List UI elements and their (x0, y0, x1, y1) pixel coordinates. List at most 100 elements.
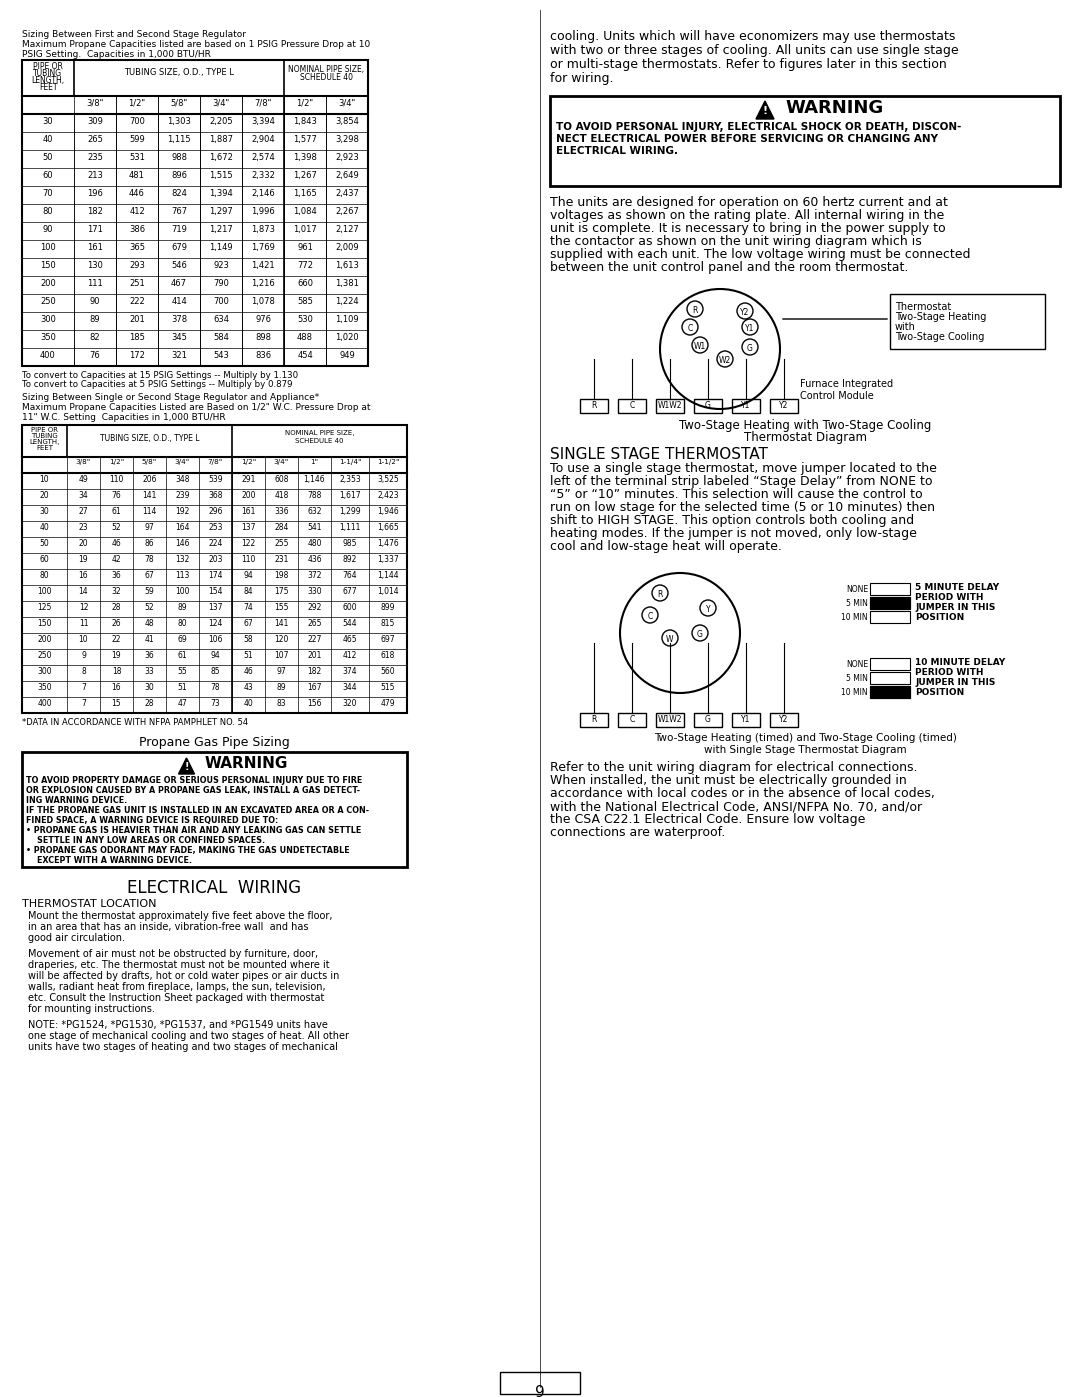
Text: 222: 222 (130, 298, 145, 306)
Text: 632: 632 (307, 507, 322, 515)
Text: G: G (705, 715, 711, 724)
Text: 89: 89 (90, 314, 100, 324)
Text: Two-Stage Heating: Two-Stage Heating (895, 312, 986, 321)
Text: Two-Stage Cooling: Two-Stage Cooling (895, 332, 984, 342)
Text: 3/8": 3/8" (76, 460, 91, 465)
Text: 23: 23 (79, 522, 89, 532)
Text: C: C (647, 612, 652, 622)
Text: Refer to the unit wiring diagram for electrical connections.: Refer to the unit wiring diagram for ele… (550, 761, 918, 774)
Text: 1,267: 1,267 (293, 170, 316, 180)
Text: 203: 203 (208, 555, 222, 564)
Text: 43: 43 (244, 683, 254, 692)
Text: 250: 250 (37, 651, 52, 659)
Text: cool and low-stage heat will operate.: cool and low-stage heat will operate. (550, 541, 782, 553)
Text: 2,574: 2,574 (252, 154, 275, 162)
Text: Thermostat: Thermostat (895, 302, 951, 312)
Text: Y2: Y2 (780, 715, 788, 724)
Text: Y2: Y2 (780, 401, 788, 409)
Text: PERIOD WITH: PERIOD WITH (915, 668, 984, 678)
Text: Movement of air must not be obstructed by furniture, door,: Movement of air must not be obstructed b… (28, 949, 319, 958)
Text: TO AVOID PROPERTY DAMAGE OR SERIOUS PERSONAL INJURY DUE TO FIRE: TO AVOID PROPERTY DAMAGE OR SERIOUS PERS… (26, 775, 362, 785)
Text: 26: 26 (111, 619, 121, 629)
Text: 292: 292 (308, 604, 322, 612)
Text: 764: 764 (342, 571, 357, 580)
Text: 52: 52 (145, 604, 154, 612)
Text: 33: 33 (145, 666, 154, 676)
Text: cooling. Units which will have economizers may use thermostats: cooling. Units which will have economize… (550, 29, 956, 43)
Text: 19: 19 (79, 555, 89, 564)
Bar (770, 712, 798, 726)
Text: 200: 200 (40, 279, 56, 288)
Text: 9: 9 (535, 1384, 545, 1397)
Text: Y2: Y2 (740, 307, 750, 317)
Text: 539: 539 (208, 475, 222, 483)
Text: IF THE PROPANE GAS UNIT IS INSTALLED IN AN EXCAVATED AREA OR A CON-: IF THE PROPANE GAS UNIT IS INSTALLED IN … (26, 806, 369, 814)
Text: 12: 12 (79, 604, 89, 612)
Text: 5/8": 5/8" (171, 99, 188, 108)
Text: 110: 110 (241, 555, 256, 564)
Text: 1,216: 1,216 (252, 279, 275, 288)
Text: 1,613: 1,613 (335, 261, 359, 270)
Text: 113: 113 (175, 571, 190, 580)
Text: 660: 660 (297, 279, 313, 288)
Text: 1,577: 1,577 (293, 136, 316, 144)
Text: 130: 130 (87, 261, 103, 270)
Text: Sizing Between Single or Second Stage Regulator and Appliance*: Sizing Between Single or Second Stage Re… (22, 393, 320, 402)
Text: NECT ELECTRICAL POWER BEFORE SERVICING OR CHANGING ANY: NECT ELECTRICAL POWER BEFORE SERVICING O… (556, 134, 939, 144)
Text: supplied with each unit. The low voltage wiring must be connected: supplied with each unit. The low voltage… (550, 249, 971, 261)
Text: 150: 150 (40, 261, 56, 270)
Text: 161: 161 (87, 243, 103, 251)
Text: 36: 36 (111, 571, 121, 580)
Text: 201: 201 (308, 651, 322, 659)
Text: 2,353: 2,353 (339, 475, 361, 483)
Text: SETTLE IN ANY LOW AREAS OR CONFINED SPACES.: SETTLE IN ANY LOW AREAS OR CONFINED SPAC… (26, 835, 265, 845)
Text: 200: 200 (241, 490, 256, 500)
Text: with the National Electrical Code, ANSI/NFPA No. 70, and/or: with the National Electrical Code, ANSI/… (550, 800, 922, 813)
Text: 114: 114 (143, 507, 157, 515)
Text: 481: 481 (130, 170, 145, 180)
Text: shift to HIGH STAGE. This option controls both cooling and: shift to HIGH STAGE. This option control… (550, 514, 914, 527)
Text: 767: 767 (171, 207, 187, 217)
Text: 1-1/2": 1-1/2" (377, 460, 400, 465)
Bar (580, 400, 608, 414)
Text: 546: 546 (171, 261, 187, 270)
Text: 321: 321 (171, 351, 187, 360)
Text: 1-1/4": 1-1/4" (339, 460, 361, 465)
Text: !: ! (762, 106, 768, 116)
Text: 697: 697 (380, 636, 395, 644)
Text: 100: 100 (37, 587, 52, 597)
Text: 1,337: 1,337 (377, 555, 399, 564)
Text: 2,332: 2,332 (251, 170, 275, 180)
Text: EXCEPT WITH A WARNING DEVICE.: EXCEPT WITH A WARNING DEVICE. (26, 856, 192, 865)
Text: When installed, the unit must be electrically grounded in: When installed, the unit must be electri… (550, 774, 907, 787)
Text: in an area that has an inside, vibration-free wall  and has: in an area that has an inside, vibration… (28, 922, 309, 932)
Bar (870, 686, 910, 698)
Bar (732, 400, 760, 414)
Text: 1,297: 1,297 (210, 207, 233, 217)
Text: etc. Consult the Instruction Sheet packaged with thermostat: etc. Consult the Instruction Sheet packa… (28, 993, 324, 1003)
Text: 1,014: 1,014 (377, 587, 399, 597)
Text: 22: 22 (111, 636, 121, 644)
Text: 2,127: 2,127 (335, 225, 359, 235)
Text: 32: 32 (111, 587, 121, 597)
Text: 83: 83 (276, 698, 286, 708)
Text: 898: 898 (255, 332, 271, 342)
Text: 76: 76 (111, 490, 121, 500)
Text: 200: 200 (37, 636, 52, 644)
Text: G: G (747, 344, 753, 353)
Text: 2,267: 2,267 (335, 207, 359, 217)
Text: 60: 60 (43, 170, 53, 180)
Text: voltages as shown on the rating plate. All internal wiring in the: voltages as shown on the rating plate. A… (550, 210, 944, 222)
Text: 2,146: 2,146 (252, 189, 275, 198)
Text: run on low stage for the selected time (5 or 10 minutes) then: run on low stage for the selected time (… (550, 502, 935, 514)
Text: 85: 85 (211, 666, 220, 676)
Bar (870, 658, 910, 671)
Text: units have two stages of heating and two stages of mechanical: units have two stages of heating and two… (28, 1042, 338, 1052)
Text: Y1: Y1 (741, 401, 751, 409)
Text: 16: 16 (79, 571, 89, 580)
Text: 400: 400 (37, 698, 52, 708)
Text: 61: 61 (111, 507, 121, 515)
Text: W1W2: W1W2 (658, 401, 683, 409)
Text: JUMPER IN THIS: JUMPER IN THIS (915, 604, 996, 612)
Text: 1,149: 1,149 (210, 243, 233, 251)
